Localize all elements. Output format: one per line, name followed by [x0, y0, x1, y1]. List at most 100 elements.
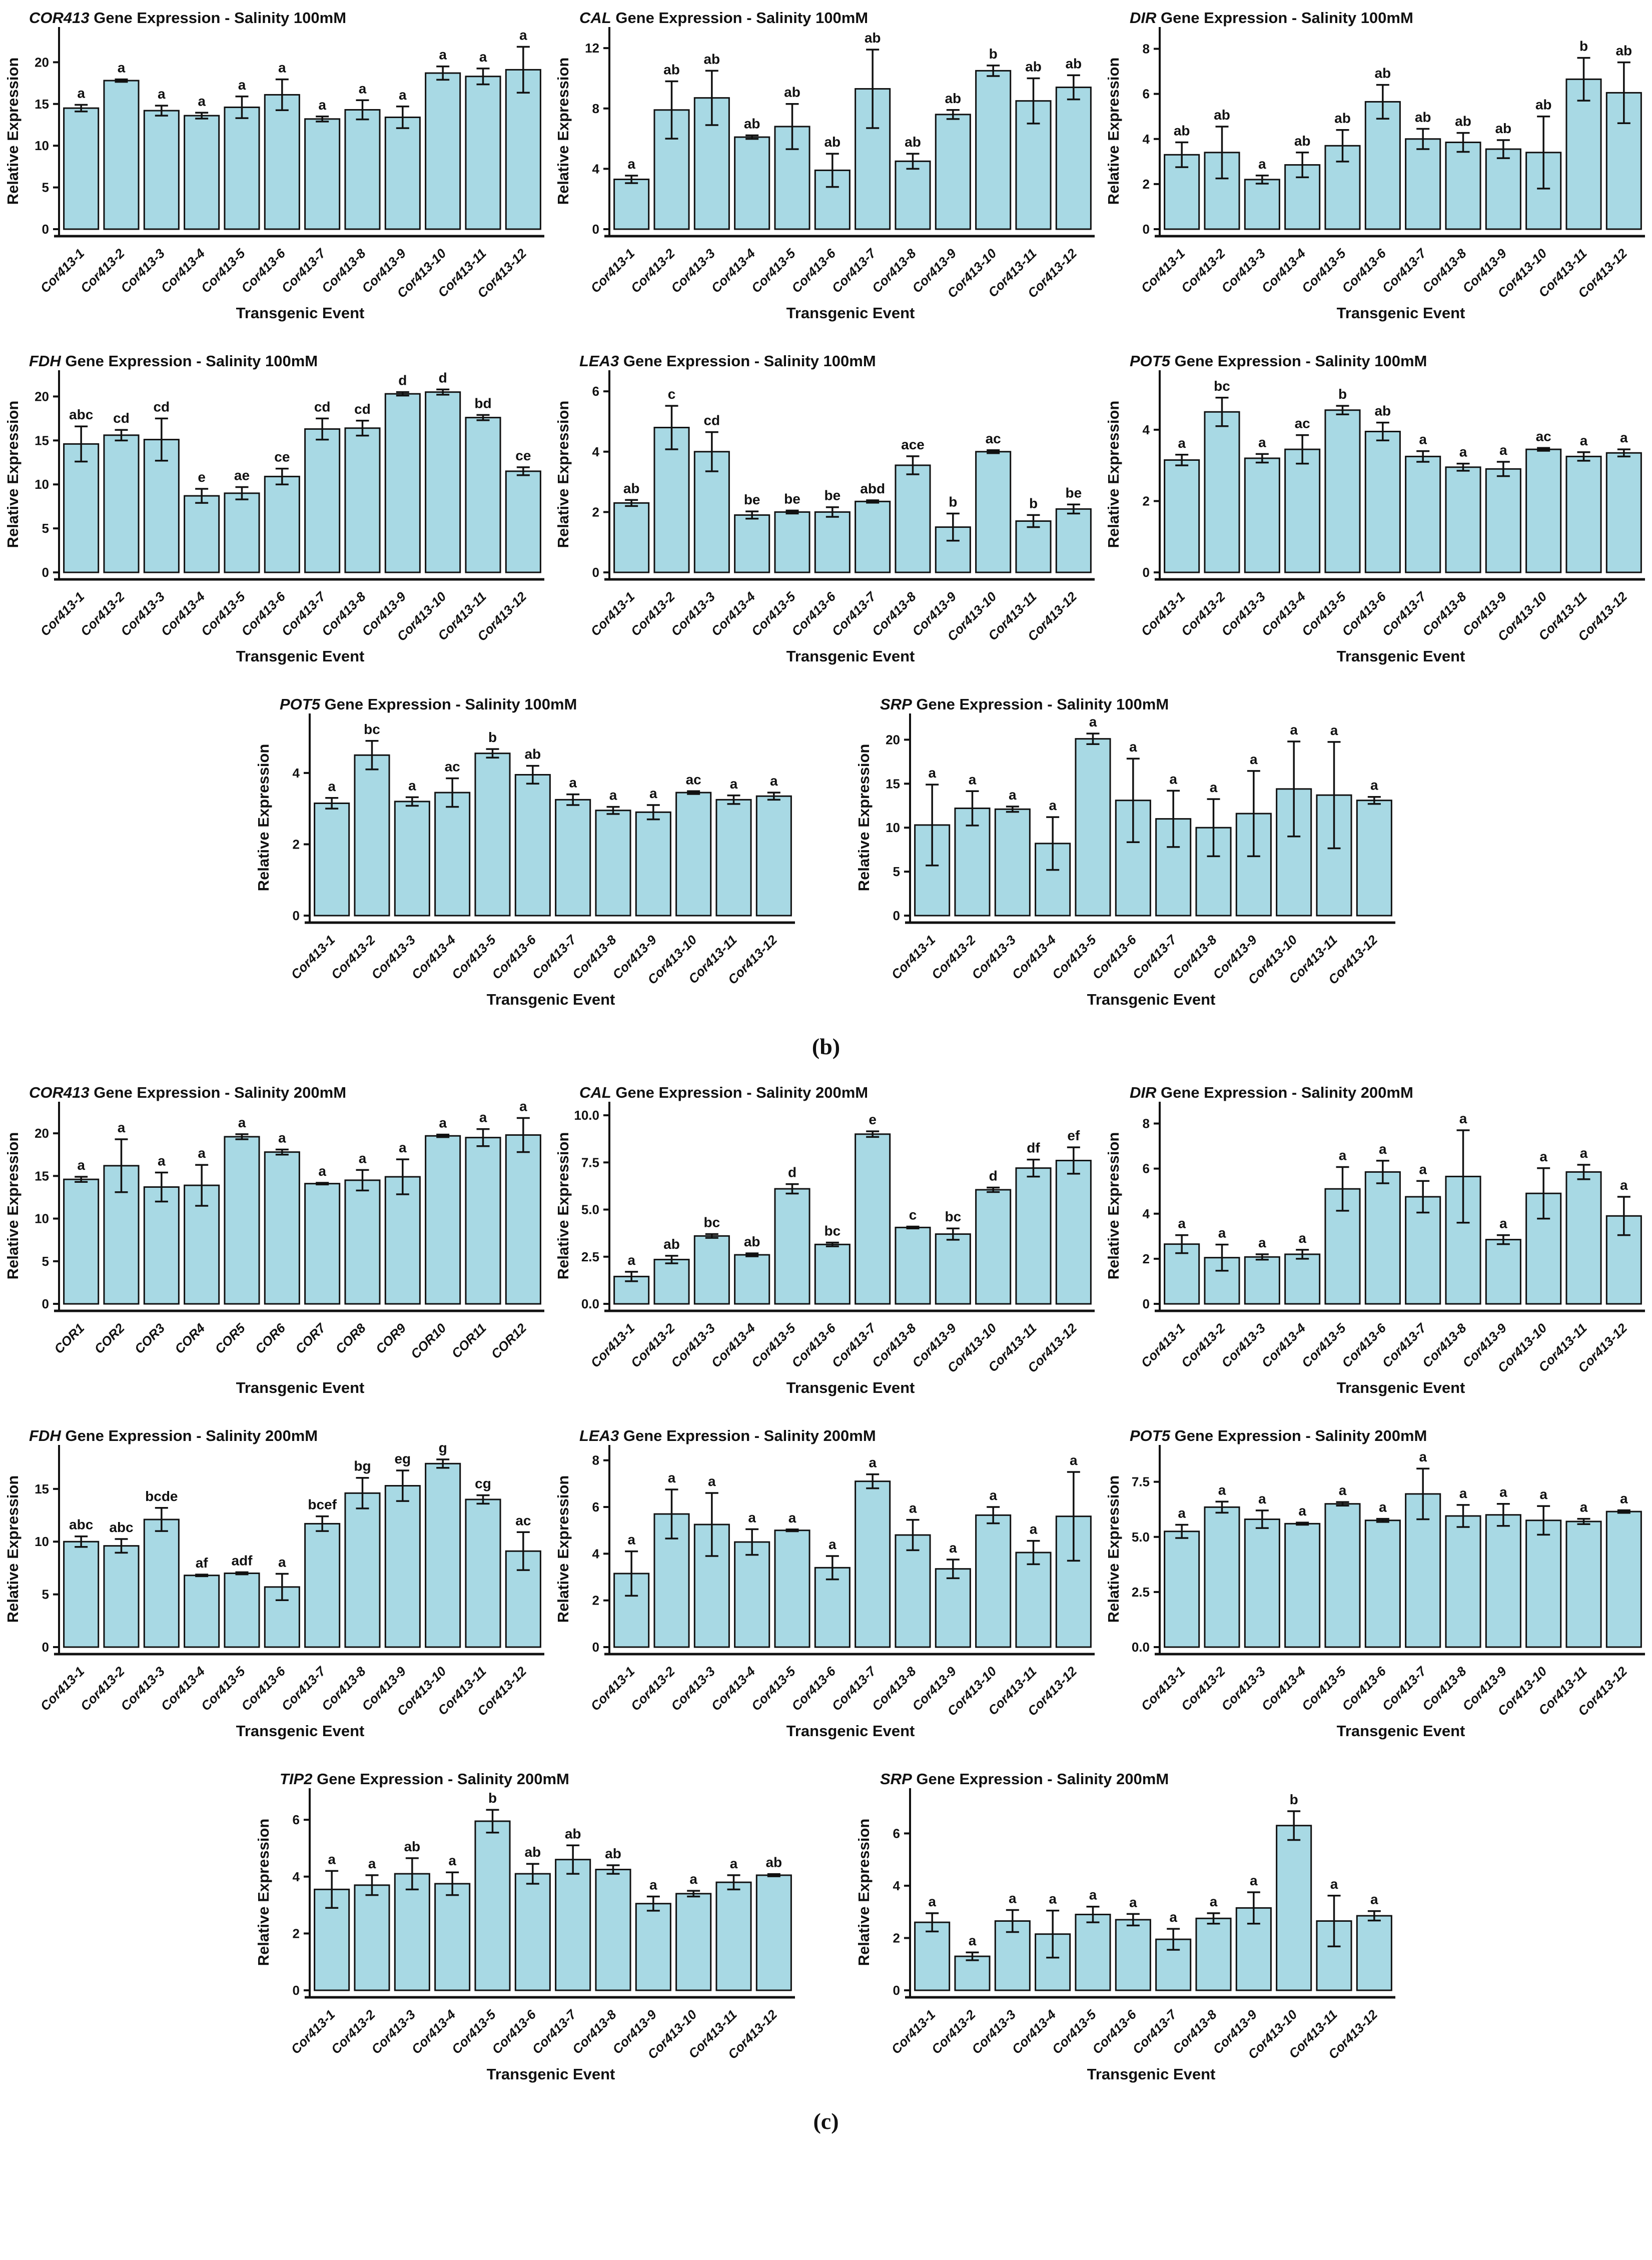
- significance-letter: a: [519, 1098, 527, 1114]
- chart-title: POT5 Gene Expression - Salinity 100mM: [280, 695, 577, 713]
- bar-Cor413-10: [425, 1462, 461, 1648]
- significance-letter: a: [238, 1115, 246, 1130]
- significance-letter: ab: [1415, 109, 1431, 125]
- significance-letter: cd: [354, 401, 371, 417]
- chart-title: CAL Gene Expression - Salinity 200mM: [579, 1084, 868, 1101]
- y-tick-label: 7.5: [1132, 1474, 1150, 1489]
- x-axis-label: Transgenic Event: [487, 991, 615, 1008]
- bar-Cor413-3: [693, 1235, 730, 1305]
- y-axis-label: Relative Expression: [554, 1475, 572, 1623]
- bar-Cor413-5: [1324, 1503, 1361, 1648]
- chart-cell-fdh-100: FDH Gene Expression - Salinity 100mM Rela…: [0, 345, 550, 675]
- bar-Cor413-8: [1445, 142, 1481, 230]
- chart-title: DIR Gene Expression - Salinity 200mM: [1130, 1084, 1413, 1101]
- significance-letter: a: [627, 1532, 635, 1548]
- bar-Cor413-7: [304, 118, 341, 230]
- bar-Cor413-5: [474, 752, 511, 917]
- bar-Cor413-8: [895, 1226, 931, 1305]
- y-tick-label: 0: [1143, 565, 1150, 580]
- significance-letter: a: [1089, 1887, 1097, 1903]
- y-axis-label: Relative Expression: [4, 58, 22, 205]
- bar-COR12: [505, 1134, 541, 1305]
- chart-pot5-100-repeat: POT5 Gene Expression - Salinity 100mM Rel…: [255, 695, 795, 1008]
- bar-Cor413-12: [1605, 452, 1642, 573]
- significance-letter: a: [1218, 1482, 1226, 1497]
- chart-title: CAL Gene Expression - Salinity 100mM: [579, 9, 868, 27]
- significance-letter: a: [158, 86, 166, 102]
- significance-letter: ab: [905, 134, 921, 150]
- y-axis-label: Relative Expression: [1105, 58, 1122, 205]
- significance-letter: a: [1258, 434, 1266, 450]
- x-axis-label: Transgenic Event: [786, 1379, 915, 1396]
- bar-Cor413-3: [1244, 457, 1280, 573]
- significance-letter: a: [1049, 798, 1057, 813]
- bar-Cor413-2: [103, 434, 140, 573]
- significance-letter: a: [788, 1510, 796, 1526]
- significance-letter: bc: [1214, 378, 1230, 394]
- significance-letter: a: [318, 97, 326, 113]
- chart-fdh-100: FDH Gene Expression - Salinity 100mM Rela…: [4, 352, 544, 665]
- y-tick-label: 7.5: [581, 1155, 599, 1170]
- bar-Cor413-4: [184, 115, 220, 230]
- significance-letter: ac: [1536, 428, 1551, 444]
- significance-letter: a: [1178, 435, 1186, 451]
- bar-Cor413-1: [1164, 459, 1200, 573]
- significance-letter: a: [198, 1145, 206, 1161]
- y-tick-label: 4: [1143, 422, 1150, 437]
- panel-label-b: (b): [811, 1034, 841, 1059]
- significance-letter: a: [1298, 1230, 1306, 1246]
- significance-letter: a: [1539, 1149, 1547, 1164]
- significance-letter: c: [909, 1207, 917, 1222]
- bar-Cor413-9: [1485, 148, 1521, 230]
- y-tick-label: 8: [1143, 1116, 1150, 1131]
- significance-letter: b: [989, 46, 998, 62]
- x-tick-label: COR12: [488, 1320, 530, 1362]
- chart-cell-cal-200: CAL Gene Expression - Salinity 200mM Rela…: [550, 1077, 1101, 1407]
- significance-letter: e: [869, 1112, 877, 1127]
- significance-letter: a: [770, 773, 778, 789]
- y-axis-label: Relative Expression: [4, 1475, 22, 1623]
- bar-Cor413-8: [344, 427, 381, 573]
- bar-Cor413-12: [505, 470, 541, 573]
- chart-title: SRP Gene Expression - Salinity 100mM: [880, 695, 1169, 713]
- y-tick-label: 4: [293, 766, 300, 781]
- chart-srp-100: SRP Gene Expression - Salinity 100mM Rela…: [855, 695, 1395, 1008]
- significance-letter: a: [77, 85, 85, 101]
- significance-letter: a: [238, 77, 246, 93]
- x-axis-label: Transgenic Event: [786, 1722, 915, 1740]
- bar-Cor413-3: [143, 110, 180, 230]
- y-tick-label: 0: [592, 222, 599, 237]
- significance-letter: a: [1290, 722, 1298, 737]
- bar-Cor413-9: [384, 116, 421, 230]
- chart-title: FDH Gene Expression - Salinity 100mM: [29, 352, 318, 370]
- significance-letter: a: [649, 786, 657, 801]
- significance-letter: abc: [69, 407, 93, 422]
- bar-Cor413-5: [474, 1820, 511, 1991]
- chart-cell-pot5-200: POT5 Gene Expression - Salinity 200mM Rel…: [1101, 1420, 1651, 1750]
- bar-Cor413-2: [1204, 411, 1240, 573]
- y-axis-label: Relative Expression: [255, 1819, 272, 1966]
- chart-cell-lea3-100: LEA3 Gene Expression - Salinity 100mM Rel…: [550, 345, 1101, 675]
- x-tick-label: COR2: [91, 1320, 128, 1357]
- significance-letter: a: [1210, 780, 1218, 795]
- significance-letter: a: [1178, 1505, 1186, 1521]
- significance-letter: a: [1419, 432, 1427, 447]
- bar-COR9: [384, 1176, 421, 1305]
- y-tick-label: 8: [592, 101, 599, 116]
- bar-Cor413-6: [814, 1243, 851, 1305]
- y-tick-label: 5.0: [1132, 1530, 1150, 1545]
- significance-letter: a: [439, 1115, 447, 1131]
- significance-letter: a: [479, 49, 487, 65]
- bar-Cor413-4: [734, 1254, 770, 1305]
- x-axis-label: Transgenic Event: [1087, 991, 1216, 1008]
- y-tick-label: 6: [1143, 87, 1150, 102]
- significance-letter: ab: [1214, 107, 1230, 123]
- significance-letter: a: [627, 1252, 635, 1268]
- y-tick-label: 5.0: [581, 1202, 599, 1217]
- chart-title: LEA3 Gene Expression - Salinity 100mM: [579, 352, 876, 370]
- bar-Cor413-11: [1015, 1167, 1052, 1305]
- y-tick-label: 10: [35, 1534, 49, 1549]
- x-axis-label: Transgenic Event: [236, 304, 365, 322]
- significance-letter: abc: [69, 1517, 93, 1533]
- bar-Cor413-4: [734, 514, 770, 573]
